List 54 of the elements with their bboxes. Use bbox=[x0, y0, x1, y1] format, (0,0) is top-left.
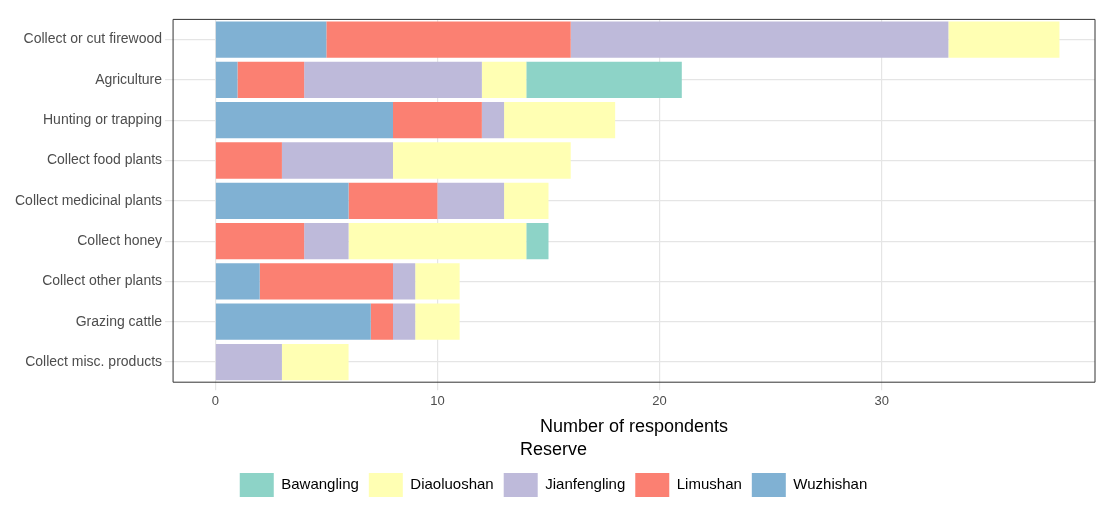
bar bbox=[437, 182, 505, 219]
bar bbox=[948, 21, 1060, 58]
bar bbox=[215, 21, 327, 58]
x-axis-title: Number of respondents bbox=[539, 415, 729, 436]
bar bbox=[215, 343, 282, 381]
bar bbox=[215, 182, 349, 219]
bar bbox=[348, 222, 527, 260]
y-tick-label: Grazing cattle bbox=[75, 312, 163, 329]
y-tick-label: Collect other plants bbox=[42, 272, 163, 289]
bar bbox=[393, 142, 571, 179]
y-tick-label: Collect misc. products bbox=[25, 352, 163, 369]
bar bbox=[570, 21, 949, 58]
bar bbox=[215, 142, 282, 179]
bar bbox=[237, 61, 305, 99]
y-tick-label: Agriculture bbox=[95, 70, 163, 87]
y-tick-label: Collect honey bbox=[77, 231, 163, 248]
bar bbox=[304, 222, 349, 260]
x-tick-label: 0 bbox=[211, 392, 219, 408]
bar bbox=[370, 303, 393, 340]
bar bbox=[393, 263, 416, 300]
legend-label: Wuzhishan bbox=[793, 475, 868, 493]
y-tick-label: Collect medicinal plants bbox=[14, 191, 163, 208]
bar bbox=[215, 303, 371, 340]
bar bbox=[415, 303, 460, 340]
bar bbox=[281, 142, 393, 179]
bar bbox=[259, 263, 393, 300]
bar bbox=[393, 102, 482, 139]
bar bbox=[504, 102, 616, 139]
bar bbox=[215, 102, 393, 139]
legend-label: Diaoluoshan bbox=[410, 475, 494, 493]
bar bbox=[526, 61, 682, 99]
bar bbox=[215, 263, 260, 300]
legend-label: Bawangling bbox=[281, 475, 359, 493]
bar bbox=[215, 222, 305, 260]
x-tick-label: 20 bbox=[652, 392, 667, 408]
y-tick-label: Collect food plants bbox=[46, 151, 163, 168]
bar bbox=[348, 182, 438, 219]
x-tick-label: 30 bbox=[874, 392, 889, 408]
legend-label: Jianfengling bbox=[545, 475, 626, 493]
legend-label: Limushan bbox=[676, 475, 742, 493]
bar bbox=[281, 343, 349, 381]
y-tick-label: Hunting or trapping bbox=[42, 111, 163, 128]
bar bbox=[526, 222, 549, 260]
bar bbox=[481, 102, 505, 139]
y-tick-label: Collect or cut firewood bbox=[23, 30, 163, 47]
bar bbox=[481, 61, 527, 99]
bar bbox=[393, 303, 416, 340]
bar bbox=[504, 182, 549, 219]
bar bbox=[215, 61, 238, 99]
bar bbox=[326, 21, 571, 58]
legend-title: Reserve bbox=[519, 439, 588, 460]
bar bbox=[415, 263, 460, 300]
bar bbox=[304, 61, 482, 99]
x-tick-label: 10 bbox=[430, 392, 445, 408]
